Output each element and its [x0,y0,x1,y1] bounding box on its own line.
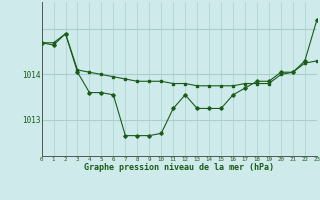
X-axis label: Graphe pression niveau de la mer (hPa): Graphe pression niveau de la mer (hPa) [84,163,274,172]
